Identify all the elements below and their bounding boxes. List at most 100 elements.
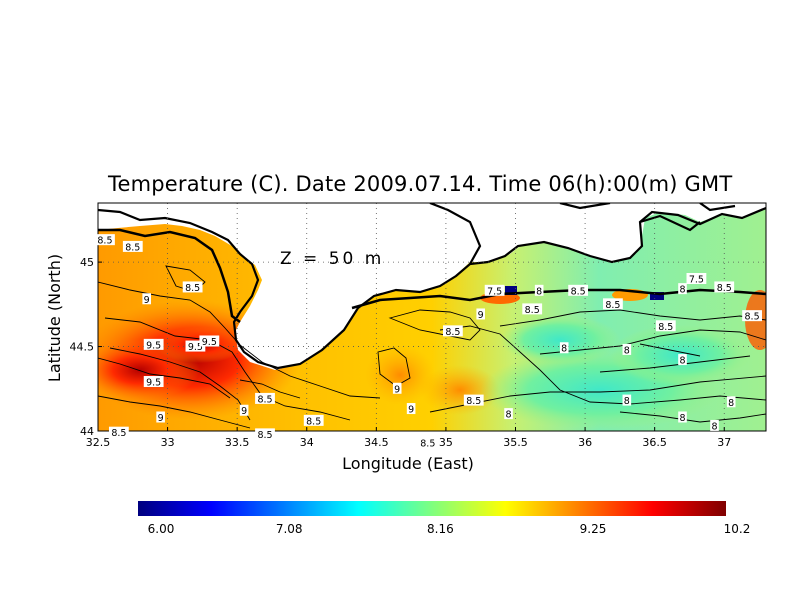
contour-label: 9.5 [199,335,220,348]
x-tick-label: 34 [300,436,314,449]
contour-label: 9 [142,293,152,306]
x-tick-label: 34.5 [364,436,389,449]
x-tick-label: 33.5 [225,436,250,449]
svg-text:8.5: 8.5 [445,327,460,338]
svg-text:8: 8 [506,410,512,421]
svg-text:8.5: 8.5 [97,236,112,247]
contour-label: 8 [622,343,632,356]
contour-label: 8.5 [522,303,543,316]
svg-text:8.5: 8.5 [111,428,126,439]
contour-label: 8.5 [255,392,275,405]
contour-label: 8.5 [182,281,203,294]
contour-label: 8.5 [95,234,115,247]
contour-label: 8 [622,394,632,407]
coastline [98,203,766,370]
contour-label: 9.5 [143,376,164,389]
y-tick-label: 44.5 [70,341,95,354]
x-tick-label: 32.5 [86,436,111,449]
contour-label: 8.5 [463,394,484,407]
y-axis-ticks: 44 44.5 45 [70,256,102,438]
plot-title: Temperature (C). Date 2009.07.14. Time 0… [108,172,733,196]
svg-text:9: 9 [158,413,164,424]
contour-label: 8.5 [122,240,143,253]
y-tick-label: 45 [80,256,94,269]
contour-label: 8.5 [742,310,762,323]
contour-label: 9 [156,411,165,424]
y-axis-label: Latitude (North) [45,254,64,382]
x-tick-label: 35.5 [503,436,528,449]
svg-text:8: 8 [711,421,717,432]
contour-label: 8.5 [603,298,623,311]
svg-text:7.5: 7.5 [487,286,502,297]
svg-text:8: 8 [728,398,734,409]
svg-text:9.5: 9.5 [202,337,217,348]
x-tick-label: 36.5 [642,436,667,449]
svg-text:8.5: 8.5 [745,312,760,323]
contour-label: 8.5 [442,325,463,338]
svg-text:9: 9 [408,405,414,416]
svg-text:8.5: 8.5 [605,300,620,311]
x-axis-label: Longitude (East) [342,454,474,473]
x-tick-label: 35 [439,436,453,449]
svg-text:8: 8 [624,396,630,407]
svg-text:8.5: 8.5 [717,283,732,294]
contour-label: 9 [239,404,249,417]
contour-label: 7.5 [484,284,505,297]
svg-text:8: 8 [624,345,630,356]
svg-text:8.5: 8.5 [185,283,200,294]
contour-label: 8.5 [714,281,735,294]
svg-text:9.5: 9.5 [146,378,161,389]
svg-text:8: 8 [536,286,542,297]
contour-label: 8 [678,283,687,296]
x-tick-label: 33 [161,436,175,449]
depth-label: Z = 50 m [280,249,384,269]
contour-label: 9 [476,308,486,321]
contour-label: 8 [678,411,687,424]
contour-label: 8.5 [568,284,589,297]
contour-label: 9.5 [143,338,164,351]
x-tick-label: 37 [717,436,731,449]
svg-text:9: 9 [478,310,484,321]
svg-text:8.5: 8.5 [420,438,435,449]
plot-frame [97,202,767,432]
contour-label: 7.5 [686,273,707,286]
contour-label: 8 [726,396,736,409]
contour-label: 8.5 [303,414,324,427]
contour-label: 8 [710,419,719,432]
svg-text:8.5: 8.5 [125,242,140,253]
svg-text:9: 9 [144,295,150,306]
contour-label: 8 [559,342,569,355]
svg-text:8.5: 8.5 [525,305,540,316]
svg-text:7.5: 7.5 [689,275,704,286]
svg-text:8.5: 8.5 [658,322,673,333]
contour-label: 9 [406,403,416,416]
svg-text:8: 8 [679,285,685,296]
svg-text:8: 8 [561,344,567,355]
contour-label: 9.5 [185,340,206,353]
contour-label: 8.5 [417,436,438,449]
svg-text:8.5: 8.5 [571,286,586,297]
y-tick-label: 44 [80,425,94,438]
contour-label: 8 [504,408,513,421]
svg-text:8: 8 [679,413,685,424]
contour-label: 9 [392,382,402,395]
svg-text:8.5: 8.5 [257,430,272,441]
svg-text:8.5: 8.5 [306,416,321,427]
svg-text:9.5: 9.5 [146,340,161,351]
contour-labels: 8.58.598.59.5 9.59.59.5998.58.58.5998.58.… [95,234,762,449]
svg-text:8.5: 8.5 [257,394,272,405]
contour-label: 8.5 [655,320,676,333]
x-tick-label: 36 [578,436,592,449]
contour-label: 8.5 [255,428,275,441]
svg-text:8.5: 8.5 [466,396,481,407]
svg-text:9: 9 [241,406,247,417]
svg-text:9.5: 9.5 [188,342,203,353]
contour-label: 8.5 [108,426,129,439]
crimea-land [98,203,766,370]
svg-text:8: 8 [679,356,685,367]
svg-text:9: 9 [394,384,400,395]
x-axis-ticks: 32.5 33 33.5 34 34.5 35 35.5 36 36.5 37 [86,427,731,449]
land-areas [98,203,766,370]
contour-label: 8 [534,284,544,297]
